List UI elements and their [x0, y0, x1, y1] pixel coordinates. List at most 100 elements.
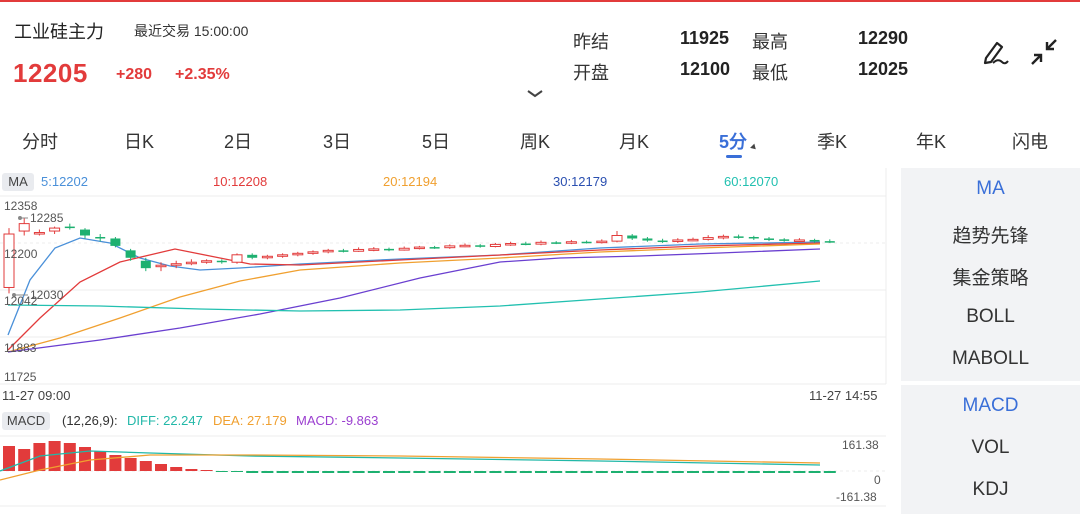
macd-bar: [778, 471, 791, 473]
candle-body: [581, 241, 592, 244]
ma-badge[interactable]: MA: [2, 173, 34, 191]
tab-intraday[interactable]: 分时: [22, 132, 58, 152]
candle-body: [489, 243, 501, 247]
tab-daily-k[interactable]: 日K: [123, 132, 155, 152]
candle-body: [779, 239, 790, 241]
candlestick-chart[interactable]: [0, 0, 900, 514]
ma20-value: 20:12194: [383, 174, 438, 189]
candle-body: [80, 229, 90, 236]
candle-body: [216, 260, 227, 263]
candle-body: [748, 236, 759, 239]
candle-body: [793, 239, 805, 242]
macd-bar: [63, 443, 76, 471]
macd-bar: [656, 471, 669, 473]
candle-body: [475, 245, 486, 247]
macd-bar: [611, 471, 623, 473]
indicator-fund[interactable]: 集金策略: [952, 268, 1029, 289]
macd-bar: [383, 471, 395, 473]
prev-settle-value: 11925: [680, 28, 730, 48]
macd-diff: DIFF: 22.247: [127, 413, 203, 428]
macd-bar: [185, 469, 198, 471]
time-axis-start: 11-27 09:00: [2, 388, 71, 403]
candle-body: [824, 241, 835, 243]
price-axis-top: 12358: [4, 199, 38, 213]
indicator-kdj[interactable]: KDJ: [972, 479, 1009, 500]
tab-5min[interactable]: 5分: [718, 132, 748, 152]
pen-draw-icon[interactable]: [978, 36, 1010, 73]
candle-body: [809, 239, 820, 242]
tab-3day[interactable]: 3日: [322, 132, 352, 152]
last-price: 12205: [13, 58, 88, 88]
tab-weekly-k[interactable]: 周K: [519, 132, 551, 152]
macd-bar: [276, 471, 289, 473]
candle-body: [170, 263, 182, 266]
macd-bar: [687, 471, 699, 473]
macd-bar: [231, 471, 243, 472]
macd-bar: [200, 470, 213, 471]
candle-body: [596, 240, 608, 244]
candle-body: [292, 252, 304, 256]
macd-bar: [732, 471, 745, 473]
candle-body: [413, 246, 425, 250]
chart-grid: [0, 168, 887, 507]
ma60-line: [7, 280, 821, 312]
price-low-label: 12030: [30, 288, 64, 302]
macd-bar: [94, 451, 107, 471]
candle-body: [201, 260, 213, 263]
candle-body: [140, 260, 151, 269]
candle-body: [110, 238, 121, 246]
indicator-macd[interactable]: MACD: [962, 395, 1019, 416]
candle-body: [535, 241, 547, 245]
candle-body: [764, 238, 774, 240]
ma60-value: 60:12070: [724, 174, 779, 189]
main-indicator-panel: [901, 168, 1080, 381]
macd-bar: [307, 471, 319, 473]
candle-body: [717, 235, 729, 239]
low-marker: [12, 293, 28, 297]
tab-quarterly-k[interactable]: 季K: [816, 132, 848, 152]
macd-bar: [79, 447, 91, 471]
tab-yearly-k[interactable]: 年K: [915, 132, 947, 152]
candle-body: [398, 247, 410, 251]
macd-bar: [367, 471, 380, 473]
macd-bar: [580, 471, 593, 473]
macd-bar: [322, 471, 335, 473]
indicator-ma[interactable]: MA: [976, 178, 1005, 199]
indicator-vol[interactable]: VOL: [971, 437, 1010, 458]
indicator-trend[interactable]: 趋势先锋: [952, 226, 1029, 247]
ma10-line: [7, 242, 821, 351]
tab-monthly-k[interactable]: 月K: [618, 132, 650, 152]
candle-body: [125, 250, 136, 258]
indicator-maboll[interactable]: MABOLL: [951, 348, 1030, 369]
candle-body: [384, 248, 394, 251]
tab-5day[interactable]: 5日: [421, 132, 451, 152]
macd-bar: [48, 441, 61, 471]
tab-flash[interactable]: 闪电: [1012, 132, 1048, 152]
macd-badge[interactable]: MACD: [2, 412, 50, 430]
candle-body: [155, 264, 167, 268]
latest-trade-time: 最近交易 15:00:00: [134, 23, 249, 39]
candle-body: [64, 226, 75, 229]
candle-body: [702, 237, 714, 240]
candle-body: [672, 239, 684, 242]
ma5-line: [7, 237, 821, 336]
tab-2day[interactable]: 2日: [223, 132, 253, 152]
macd-bar: [413, 471, 426, 473]
ma10-value: 10:12208: [213, 174, 268, 189]
macd-bar: [215, 471, 228, 472]
candle-body: [95, 236, 106, 239]
price-axis-lower: 11883: [4, 341, 37, 355]
macd-bar: [443, 471, 456, 473]
candle-body: [520, 243, 531, 246]
open-value: 12100: [680, 59, 731, 79]
collapse-arrows-icon[interactable]: [1028, 36, 1060, 73]
chevron-down-icon[interactable]: [526, 86, 544, 104]
candle-body: [627, 235, 638, 239]
macd-bar: [170, 467, 183, 471]
macd-bar: [671, 471, 684, 473]
macd-bar: [3, 446, 15, 471]
ma30-value: 30:12179: [553, 174, 608, 189]
indicator-boll[interactable]: BOLL: [966, 306, 1015, 327]
macd-bar: [793, 471, 806, 473]
macd-bar: [702, 471, 715, 473]
